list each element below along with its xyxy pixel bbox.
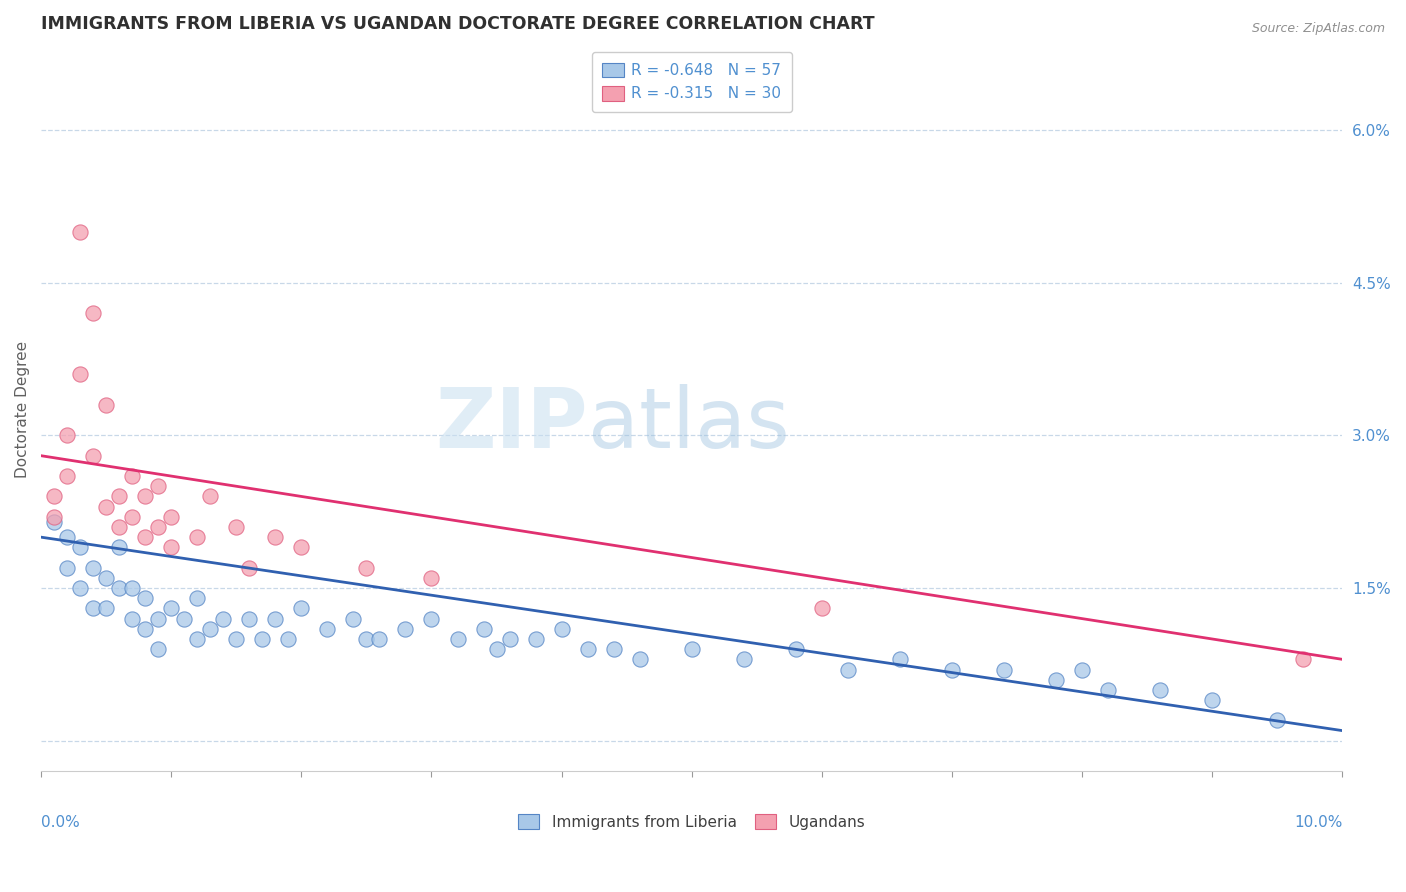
Point — [238, 612, 260, 626]
Point — [356, 560, 378, 574]
Point — [238, 560, 260, 574]
Point — [96, 571, 118, 585]
Point — [420, 571, 443, 585]
Point — [1149, 682, 1171, 697]
Point — [148, 479, 170, 493]
Point — [134, 591, 156, 606]
Point — [225, 632, 247, 646]
Point — [889, 652, 911, 666]
Point — [186, 591, 208, 606]
Point — [342, 612, 364, 626]
Point — [1045, 673, 1067, 687]
Point — [264, 612, 287, 626]
Point — [121, 612, 143, 626]
Text: atlas: atlas — [588, 384, 789, 465]
Point — [993, 663, 1015, 677]
Point — [837, 663, 859, 677]
Point — [108, 490, 131, 504]
Point — [1201, 693, 1223, 707]
Point — [277, 632, 299, 646]
Point — [186, 632, 208, 646]
Point — [42, 490, 65, 504]
Point — [96, 500, 118, 514]
Point — [56, 428, 79, 442]
Point — [446, 632, 468, 646]
Point — [160, 509, 183, 524]
Point — [394, 622, 416, 636]
Point — [733, 652, 755, 666]
Point — [69, 368, 91, 382]
Point — [148, 642, 170, 657]
Point — [108, 581, 131, 595]
Point — [82, 449, 104, 463]
Point — [56, 530, 79, 544]
Point — [420, 612, 443, 626]
Point — [121, 509, 143, 524]
Y-axis label: Doctorate Degree: Doctorate Degree — [15, 342, 30, 478]
Point — [121, 581, 143, 595]
Point — [69, 541, 91, 555]
Point — [121, 469, 143, 483]
Point — [160, 601, 183, 615]
Point — [576, 642, 599, 657]
Point — [290, 601, 312, 615]
Point — [200, 622, 222, 636]
Point — [96, 601, 118, 615]
Point — [252, 632, 274, 646]
Point — [42, 509, 65, 524]
Point — [785, 642, 807, 657]
Point — [108, 541, 131, 555]
Point — [200, 490, 222, 504]
Point — [148, 612, 170, 626]
Text: ZIP: ZIP — [434, 384, 588, 465]
Point — [212, 612, 235, 626]
Point — [1071, 663, 1094, 677]
Point — [56, 560, 79, 574]
Point — [524, 632, 547, 646]
Point — [1265, 714, 1288, 728]
Point — [368, 632, 391, 646]
Point — [811, 601, 834, 615]
Point — [160, 541, 183, 555]
Legend: Immigrants from Liberia, Ugandans: Immigrants from Liberia, Ugandans — [512, 808, 872, 836]
Point — [69, 581, 91, 595]
Point — [498, 632, 520, 646]
Point — [550, 622, 572, 636]
Point — [134, 490, 156, 504]
Point — [173, 612, 195, 626]
Point — [472, 622, 495, 636]
Point — [82, 560, 104, 574]
Point — [681, 642, 703, 657]
Point — [96, 398, 118, 412]
Text: IMMIGRANTS FROM LIBERIA VS UGANDAN DOCTORATE DEGREE CORRELATION CHART: IMMIGRANTS FROM LIBERIA VS UGANDAN DOCTO… — [41, 15, 875, 33]
Point — [108, 520, 131, 534]
Text: 10.0%: 10.0% — [1294, 814, 1343, 830]
Point — [225, 520, 247, 534]
Point — [82, 601, 104, 615]
Point — [264, 530, 287, 544]
Point — [628, 652, 651, 666]
Text: Source: ZipAtlas.com: Source: ZipAtlas.com — [1251, 22, 1385, 36]
Point — [69, 225, 91, 239]
Point — [42, 515, 65, 529]
Text: 0.0%: 0.0% — [41, 814, 80, 830]
Point — [290, 541, 312, 555]
Point — [82, 306, 104, 320]
Point — [134, 622, 156, 636]
Point — [134, 530, 156, 544]
Point — [1292, 652, 1315, 666]
Point — [485, 642, 508, 657]
Point — [316, 622, 339, 636]
Point — [356, 632, 378, 646]
Point — [1097, 682, 1119, 697]
Point — [148, 520, 170, 534]
Point — [186, 530, 208, 544]
Point — [941, 663, 963, 677]
Point — [602, 642, 624, 657]
Point — [56, 469, 79, 483]
